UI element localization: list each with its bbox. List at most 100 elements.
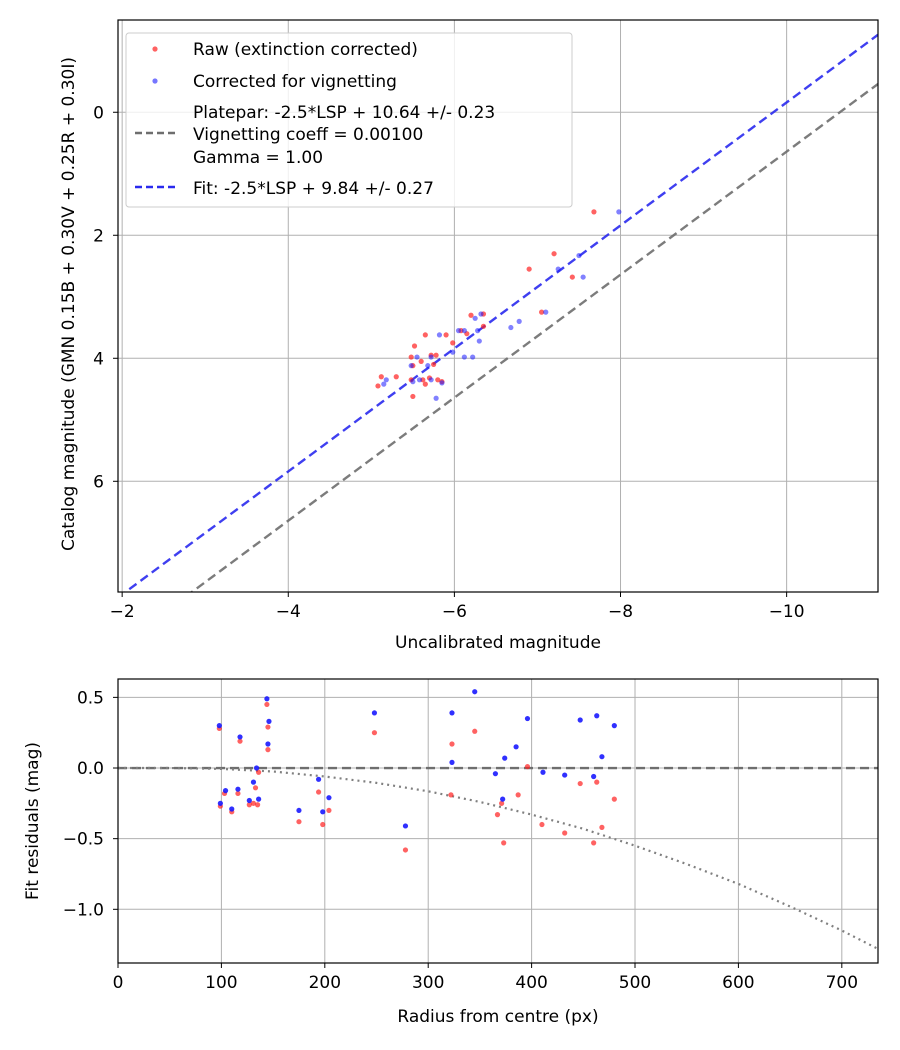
bottom-chart: 0 100 200 300 400 500 600 700 0.5 0.0 −0.5 −1.0 Rad… bbox=[23, 678, 879, 1027]
top-x-tick-label: −4 bbox=[276, 602, 301, 622]
raw-residual-point bbox=[599, 824, 605, 830]
legend: Raw (extinction corrected) Corrected for… bbox=[125, 32, 573, 208]
legend-corrected-label: Corrected for vignetting bbox=[193, 72, 397, 92]
corrected-point bbox=[428, 354, 434, 360]
raw-residual-point bbox=[494, 812, 501, 818]
raw-residual-point bbox=[539, 821, 545, 828]
corrected-residual-point bbox=[326, 795, 332, 801]
top-x-axis-label: Uncalibrated magnitude bbox=[395, 633, 601, 653]
legend-raw-marker bbox=[152, 46, 158, 52]
corrected-point bbox=[472, 315, 478, 321]
bottom-y-axis-label: Fit residuals (mag) bbox=[23, 742, 43, 900]
bottom-plot-area bbox=[118, 679, 878, 963]
raw-point bbox=[435, 377, 441, 383]
corrected-point bbox=[478, 311, 484, 317]
corrected-residual-point bbox=[253, 765, 260, 771]
corrected-residual-point bbox=[502, 755, 508, 761]
corrected-point bbox=[580, 274, 586, 280]
corrected-point bbox=[425, 363, 431, 369]
raw-point bbox=[450, 340, 456, 346]
corrected-residual-point bbox=[246, 797, 252, 804]
corrected-residual-point bbox=[222, 788, 229, 794]
top-tick-labels: −2 −4 −6 −8 −10 0 2 4 6 bbox=[93, 103, 804, 622]
corrected-residual-point bbox=[265, 741, 271, 747]
bottom-y-tick-label: −0.5 bbox=[63, 830, 104, 850]
vignetting-curve bbox=[118, 766, 878, 950]
raw-point bbox=[591, 209, 597, 215]
top-y-axis-label: Catalog magnitude (GMN 0.15B + 0.30V + 0… bbox=[59, 57, 79, 551]
corrected-residual-point bbox=[562, 772, 568, 778]
raw-point bbox=[410, 393, 416, 400]
corrected-residual-point bbox=[264, 696, 270, 702]
raw-point bbox=[422, 381, 428, 387]
top-x-tick-label: −10 bbox=[769, 602, 805, 622]
raw-residual-point bbox=[315, 789, 322, 795]
bottom-x-tick-label: 700 bbox=[826, 973, 858, 993]
top-scatter-points bbox=[375, 209, 622, 401]
corrected-point bbox=[470, 354, 476, 360]
top-x-tick-label: −2 bbox=[110, 602, 135, 622]
bottom-x-axis-label: Radius from centre (px) bbox=[397, 1007, 598, 1027]
bottom-x-tick-label: 500 bbox=[619, 973, 651, 993]
raw-residual-point bbox=[591, 840, 597, 846]
raw-residual-point bbox=[252, 785, 259, 791]
raw-residual-point bbox=[235, 790, 241, 797]
raw-residual-point bbox=[264, 701, 270, 708]
corrected-point bbox=[476, 338, 482, 344]
top-axes-frame bbox=[117, 19, 879, 593]
corrected-residual-point bbox=[402, 823, 409, 829]
raw-point bbox=[418, 358, 424, 364]
raw-residual-point bbox=[254, 802, 261, 808]
corrected-point bbox=[455, 328, 462, 334]
legend-platepar-line3: Gamma = 1.00 bbox=[193, 148, 323, 168]
corrected-residual-point bbox=[266, 718, 272, 724]
legend-raw-label: Raw (extinction corrected) bbox=[193, 40, 418, 60]
fit-line bbox=[123, 33, 878, 592]
raw-point bbox=[443, 332, 449, 338]
raw-residual-point bbox=[246, 802, 252, 808]
top-chart: −2 −4 −6 −8 −10 0 2 4 6 Uncalibrated magnitude C… bbox=[59, 19, 879, 653]
corrected-residual-point bbox=[320, 809, 326, 815]
corrected-point bbox=[383, 377, 389, 383]
corrected-point bbox=[616, 209, 622, 215]
corrected-residual-point bbox=[472, 689, 478, 695]
legend-platepar-line1: Platepar: -2.5*LSP + 10.64 +/- 0.23 bbox=[193, 103, 495, 123]
bottom-x-tick-label: 0 bbox=[113, 973, 124, 993]
corrected-point bbox=[410, 379, 416, 385]
raw-point bbox=[431, 361, 437, 368]
raw-point bbox=[375, 383, 381, 389]
raw-residual-point bbox=[449, 741, 455, 747]
corrected-residual-point bbox=[449, 759, 455, 765]
raw-residual-point bbox=[256, 769, 262, 775]
raw-point bbox=[569, 274, 575, 280]
raw-residual-point bbox=[402, 847, 409, 853]
raw-residual-point bbox=[250, 800, 257, 806]
legend-corrected-marker bbox=[152, 78, 158, 84]
corrected-residual-point bbox=[371, 710, 378, 716]
raw-residual-point bbox=[326, 807, 332, 814]
corrected-point bbox=[433, 395, 439, 401]
corrected-residual-point bbox=[216, 723, 222, 729]
corrected-residual-point bbox=[513, 744, 519, 750]
corrected-point bbox=[414, 354, 420, 360]
corrected-residual-point bbox=[599, 754, 605, 760]
corrected-point bbox=[436, 332, 443, 338]
bottom-x-tick-label: 300 bbox=[412, 973, 444, 993]
raw-residual-point bbox=[296, 819, 302, 825]
platepar-line bbox=[189, 83, 878, 592]
corrected-point bbox=[461, 328, 467, 334]
corrected-point bbox=[508, 324, 514, 331]
bottom-x-tick-label: 600 bbox=[722, 973, 754, 993]
raw-residual-point bbox=[371, 730, 378, 736]
legend-platepar-line2: Vignetting coeff = 0.00100 bbox=[193, 125, 423, 145]
raw-residual-point bbox=[499, 800, 505, 806]
bottom-tick-labels: 0 100 200 300 400 500 600 700 0.5 0.0 −0.5 −1.0 bbox=[63, 688, 858, 993]
top-x-tick-label: −8 bbox=[608, 602, 633, 622]
corrected-residual-point bbox=[296, 807, 302, 814]
corrected-residual-point bbox=[449, 710, 455, 716]
corrected-point bbox=[555, 266, 561, 272]
bottom-y-tick-label: 0.5 bbox=[77, 688, 104, 708]
raw-residual-point bbox=[611, 796, 617, 802]
bottom-axes-frame bbox=[117, 678, 879, 964]
